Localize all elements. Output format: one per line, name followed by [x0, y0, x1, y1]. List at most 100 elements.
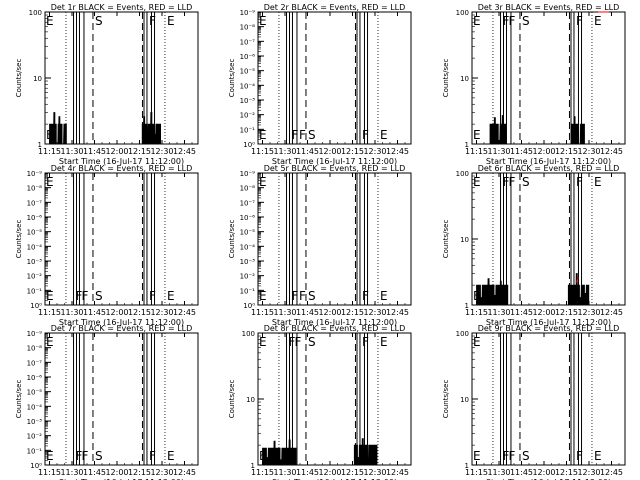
marker-label: F: [508, 175, 515, 189]
x-axis-label: Start Time (16-Jul-17 11:12:00): [486, 478, 611, 480]
marker-label: S: [522, 14, 530, 28]
x-axis-label: Start Time (16-Jul-17 11:12:00): [272, 478, 397, 480]
y-tick-label: 1: [465, 462, 469, 470]
marker-label: S: [308, 289, 316, 303]
panel-det-4: Det 4r BLACK = Events, RED = LLD Start Ti…: [15, 164, 199, 327]
plot-frame: [44, 332, 199, 466]
y-tick-label: 10: [246, 396, 255, 404]
left-label-bottom: E: [259, 128, 267, 142]
marker-label: E: [380, 335, 388, 349]
y-tick-label: 100: [456, 330, 469, 338]
panel-det-7: Det 7r BLACK = Events, RED = LLD Start Ti…: [15, 324, 199, 480]
x-tick-label: 11:15: [38, 308, 61, 317]
x-tick-label: 12:15: [341, 308, 364, 317]
y-tick-label: 10⁰: [243, 141, 255, 149]
x-axis-label: Start Time (16-Jul-17 11:12:00): [272, 318, 397, 327]
y-tick-label: 10⁻⁷: [27, 359, 43, 367]
y-tick-label: 10⁻⁵: [27, 389, 43, 397]
y-tick-label: 10⁻⁵: [240, 68, 256, 76]
plot-frame: [257, 172, 412, 306]
y-tick-label: 10⁻²: [240, 112, 256, 120]
y-tick-label: 10: [460, 75, 469, 83]
y-tick-label: 10⁻⁴: [240, 82, 256, 90]
panel-det-3: Det 3r BLACK = Events, RED = LLD Start Ti…: [442, 3, 626, 166]
y-tick-label: 10⁻³: [240, 97, 256, 105]
plot-frame: [257, 11, 412, 145]
x-tick-label: 12:45: [600, 147, 623, 156]
y-tick-label: 10⁻⁷: [240, 38, 256, 46]
x-tick-label: 12:15: [341, 147, 364, 156]
y-tick-label: 10⁻²: [27, 273, 43, 281]
marker-label: E: [380, 289, 388, 303]
x-tick-label: 12:15: [555, 468, 578, 477]
x-tick-label: 12:45: [386, 468, 409, 477]
marker-label: F: [81, 289, 88, 303]
x-tick-label: 11:45: [510, 308, 533, 317]
x-tick-label: 11:30: [60, 308, 83, 317]
x-tick-label: 12:30: [150, 468, 173, 477]
x-tick-label: 11:45: [510, 468, 533, 477]
y-tick-label: 10⁻⁸: [27, 345, 43, 353]
y-axis-label: Counts/sec: [15, 380, 23, 419]
left-label-bottom: E: [46, 289, 54, 303]
x-tick-label: 11:30: [273, 308, 296, 317]
panel-title: Det 2r BLACK = Events, RED = LLD: [264, 3, 406, 12]
x-tick-label: 12:00: [532, 147, 555, 156]
x-tick-label: 11:45: [83, 308, 106, 317]
event-trace: [571, 116, 585, 145]
marker-label: F: [508, 14, 515, 28]
left-label-top: E: [473, 175, 481, 189]
x-tick-label: 11:15: [38, 468, 61, 477]
y-tick-label: 10⁻⁹: [27, 170, 43, 178]
y-tick-label: 10⁻³: [27, 418, 43, 426]
marker-label: F: [576, 449, 583, 463]
marker-label: E: [594, 175, 602, 189]
y-tick-label: 10⁰: [30, 462, 42, 470]
y-tick-label: 10⁻⁸: [240, 185, 256, 193]
y-tick-label: 10⁻⁶: [27, 374, 43, 382]
x-tick-label: 11:45: [510, 147, 533, 156]
x-tick-label: 11:30: [487, 308, 510, 317]
y-tick-label: 10⁻¹: [27, 287, 43, 295]
x-tick-label: 12:00: [318, 308, 341, 317]
x-tick-label: 12:15: [128, 147, 151, 156]
y-axis-label: Counts/sec: [228, 220, 236, 259]
panel-title: Det 6r BLACK = Events, RED = LLD: [478, 164, 620, 173]
y-tick-label: 10⁰: [30, 302, 42, 310]
x-tick-label: 12:30: [577, 308, 600, 317]
y-tick-label: 10⁻⁹: [27, 330, 43, 338]
left-label-bottom: E: [46, 449, 54, 463]
x-tick-label: 12:30: [577, 147, 600, 156]
x-tick-label: 11:15: [465, 308, 488, 317]
x-axis-label: Start Time (16-Jul-17 11:12:00): [486, 318, 611, 327]
x-tick-label: 11:45: [296, 147, 319, 156]
y-tick-label: 10⁻⁵: [240, 229, 256, 237]
x-tick-label: 12:30: [150, 147, 173, 156]
x-tick-label: 12:00: [105, 468, 128, 477]
marker-label: E: [594, 449, 602, 463]
marker-label: F: [362, 335, 369, 349]
marker-label: E: [167, 449, 175, 463]
y-tick-label: 10⁻¹: [27, 447, 43, 455]
y-tick-label: 10: [33, 75, 42, 83]
x-tick-label: 12:30: [577, 468, 600, 477]
panel-title: Det 1r BLACK = Events, RED = LLD: [51, 3, 193, 12]
x-tick-label: 12:45: [173, 308, 196, 317]
y-axis-label: Counts/sec: [228, 380, 236, 419]
x-tick-label: 11:45: [83, 147, 106, 156]
left-label-top: E: [473, 335, 481, 349]
event-trace: [353, 438, 378, 466]
y-tick-label: 10⁻¹: [240, 126, 256, 134]
left-label-top: E: [46, 175, 54, 189]
x-tick-label: 12:15: [341, 468, 364, 477]
x-tick-label: 12:45: [173, 468, 196, 477]
x-tick-label: 12:45: [386, 308, 409, 317]
marker-label: F: [149, 289, 156, 303]
x-axis-label: Start Time (16-Jul-17 11:12:00): [59, 318, 184, 327]
y-tick-label: 10⁻⁴: [27, 243, 43, 251]
marker-label: F: [81, 449, 88, 463]
x-axis-label: Start Time (16-Jul-17 11:12:00): [59, 157, 184, 166]
marker-label: F: [299, 289, 306, 303]
y-tick-label: 10⁻⁷: [240, 199, 256, 207]
left-label-top: E: [46, 14, 54, 28]
